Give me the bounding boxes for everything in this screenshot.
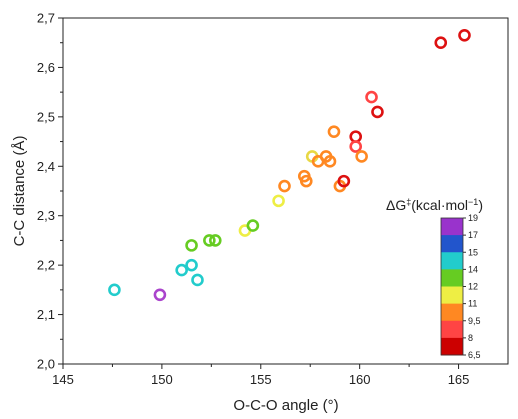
- y-axis: 2,0 2,1 2,2 2,3 2,4 2,5 2,6 2,7: [37, 11, 63, 372]
- data-point: [153, 288, 167, 302]
- data-point: [108, 283, 121, 297]
- y-tick-label: 2,2: [37, 258, 55, 273]
- colorbar-tick-label: 6,5: [468, 350, 481, 360]
- colorbar-legend: ΔG‡(kcal·mol−1) 19 17 15 14 12 11 9,5 8 6,5: [386, 197, 483, 360]
- colorbar-tick-label: 14: [468, 264, 478, 274]
- colorbar-title: ΔG‡(kcal·mol−1): [386, 197, 483, 213]
- data-point: [272, 194, 285, 208]
- colorbar-segment: [441, 252, 463, 270]
- data-point: [327, 125, 341, 138]
- colorbar-segment: [441, 337, 463, 356]
- x-axis-title: O-C-O angle (°): [233, 397, 338, 414]
- data-point: [371, 105, 384, 119]
- y-tick-label: 2,0: [37, 357, 55, 372]
- colorbar-segment: [441, 218, 463, 236]
- colorbar-tick-label: 17: [468, 230, 478, 240]
- colorbar-segment: [441, 269, 463, 287]
- data-point: [323, 155, 337, 168]
- y-axis-title: C-C distance (Å): [11, 136, 28, 247]
- y-tick-label: 2,6: [37, 60, 55, 75]
- x-tick-label: 145: [52, 372, 74, 387]
- data-point: [203, 234, 216, 247]
- data-point: [246, 219, 260, 232]
- data-point: [365, 90, 378, 104]
- data-point: [185, 239, 198, 252]
- y-tick-label: 2,3: [37, 208, 55, 223]
- colorbar-segment: [441, 235, 463, 253]
- y-tick-label: 2,1: [37, 307, 55, 322]
- x-tick-label: 150: [151, 372, 173, 387]
- colorbar: 19 17 15 14 12 11 9,5 8 6,5: [440, 213, 481, 360]
- data-point: [434, 36, 448, 50]
- data-point: [337, 174, 351, 188]
- y-tick-label: 2,7: [37, 11, 55, 26]
- data-point: [299, 174, 313, 188]
- colorbar-tick-label: 9,5: [468, 316, 481, 326]
- data-point: [191, 273, 204, 287]
- colorbar-tick-label: 12: [468, 282, 478, 292]
- colorbar-segment: [441, 286, 463, 305]
- colorbar-segment: [441, 320, 463, 339]
- x-tick-label: 155: [250, 372, 272, 387]
- colorbar-tick-label: 15: [468, 247, 478, 257]
- data-point: [278, 179, 291, 193]
- data-point: [175, 263, 188, 277]
- y-tick-label: 2,4: [37, 159, 55, 174]
- colorbar-tick-label: 8: [468, 333, 473, 343]
- x-tick-label: 160: [349, 372, 371, 387]
- data-point: [349, 140, 363, 153]
- x-axis: 145 150 155 160 165: [52, 364, 469, 387]
- data-point: [185, 258, 198, 272]
- colorbar-segment: [441, 303, 463, 322]
- x-tick-label: 165: [448, 372, 470, 387]
- data-point: [208, 234, 222, 247]
- data-points: [108, 28, 471, 302]
- data-point: [349, 130, 363, 143]
- y-tick-label: 2,5: [37, 109, 55, 124]
- data-point: [355, 150, 368, 163]
- colorbar-tick-label: 11: [468, 299, 477, 309]
- colorbar-tick-label: 19: [468, 213, 478, 223]
- data-point: [458, 28, 471, 42]
